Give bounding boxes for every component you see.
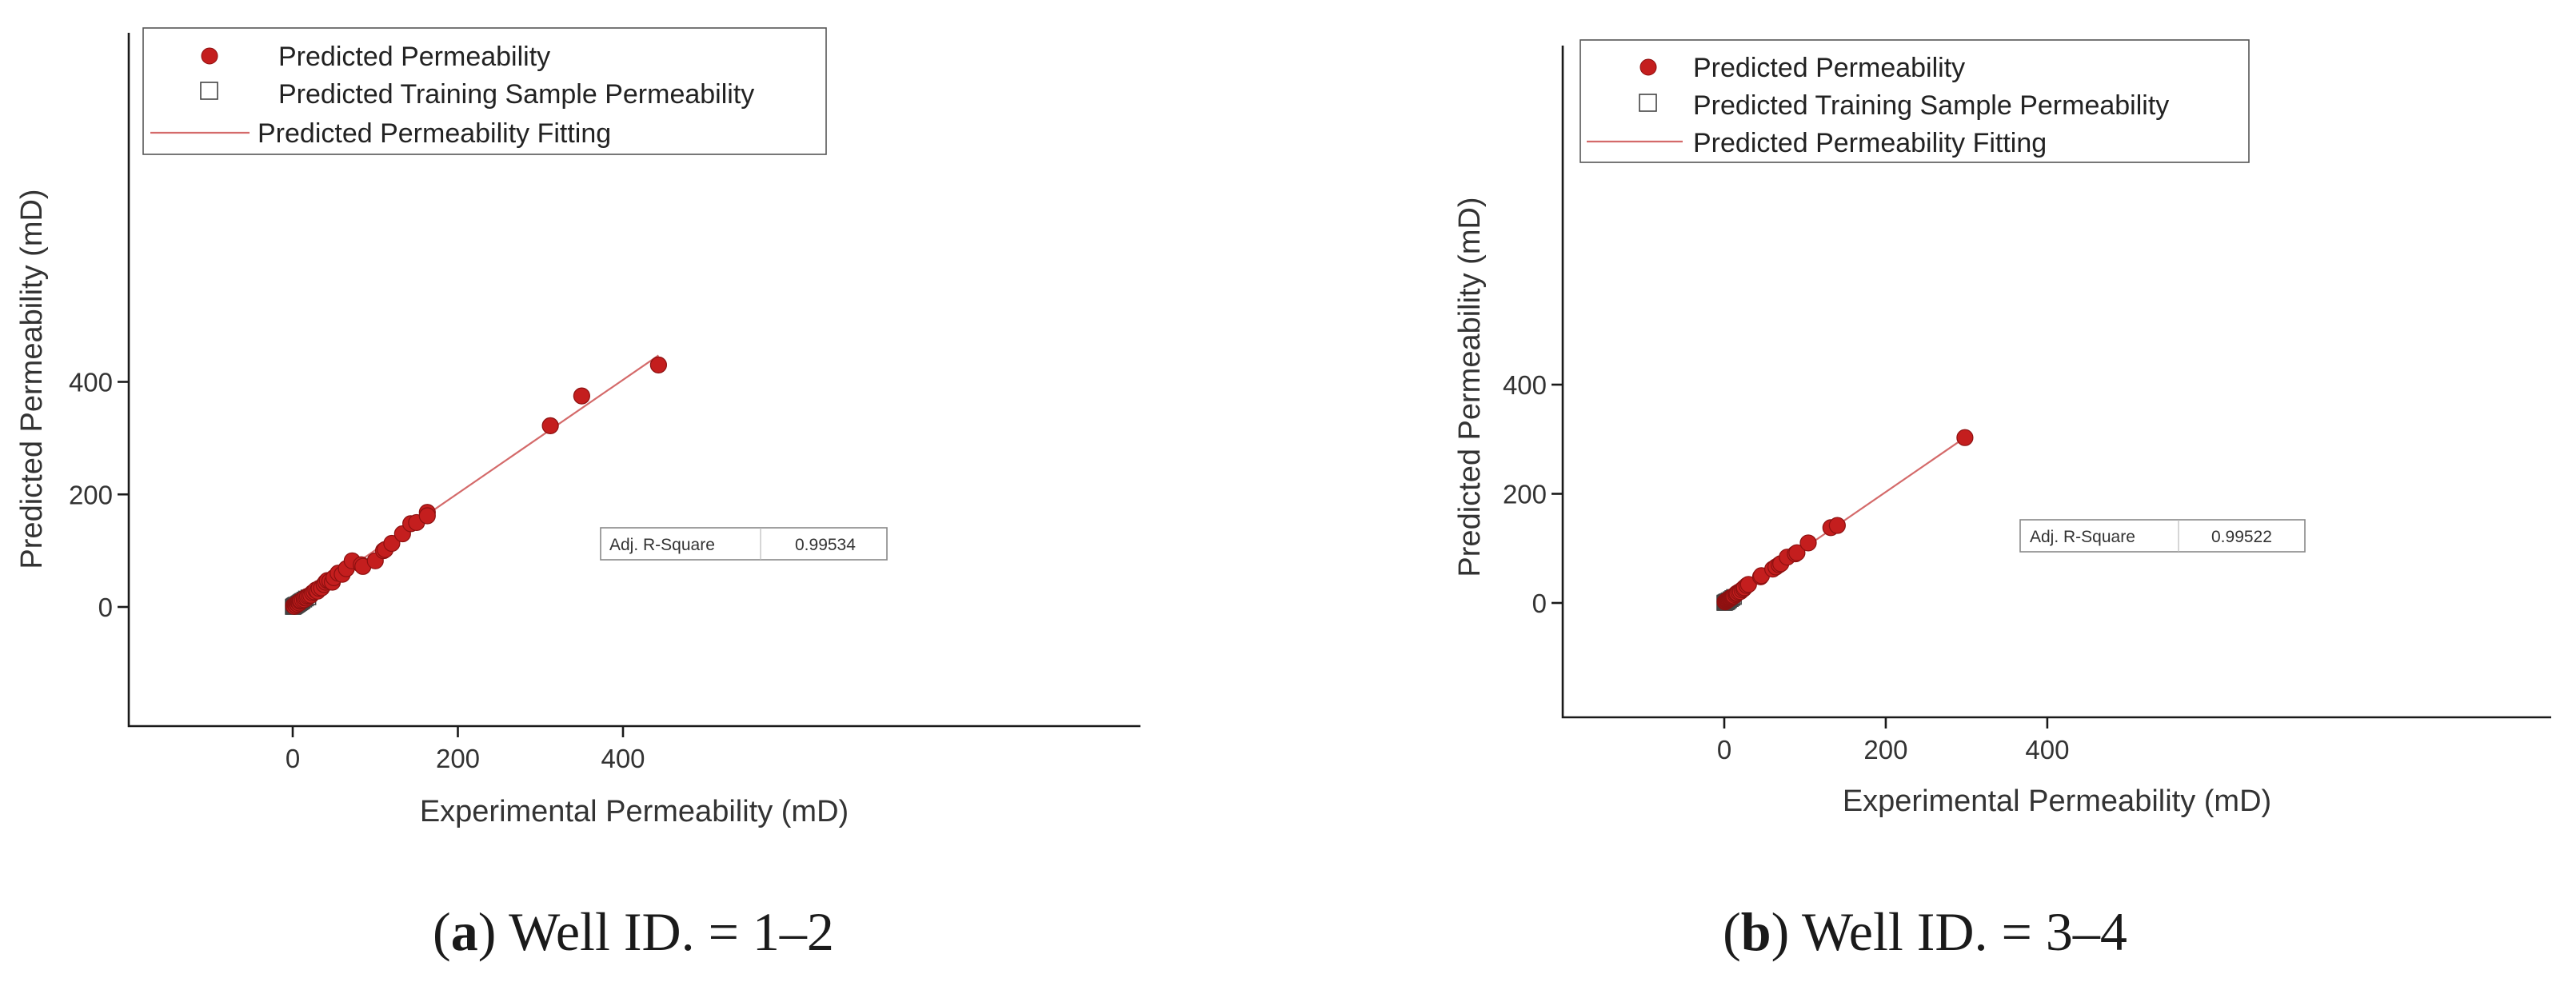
predicted-point — [1799, 534, 1817, 552]
legend-label-training: Predicted Training Sample Permeability — [1693, 90, 2169, 121]
legend-marker-square — [1639, 94, 1657, 112]
chart-b-x-tick-label: 200 — [1863, 735, 1907, 764]
chart-b-y-tick-label: 200 — [1503, 480, 1547, 509]
legend-marker-circle — [201, 47, 218, 65]
chart-b-axes — [1561, 46, 2551, 719]
chart-b-stat-value: 0.99522 — [2211, 528, 2272, 546]
predicted-point — [1739, 576, 1757, 593]
chart-b-y-axis-title: Predicted Permeability (mD) — [1453, 197, 1487, 577]
predicted-point — [573, 387, 590, 405]
chart-b-x-tick-label: 400 — [2025, 735, 2069, 764]
legend-label-fitting: Predicted Permeability Fitting — [258, 118, 611, 149]
caption-a: (a) Well ID. = 1–2 — [433, 901, 834, 962]
chart-a-legend: Predicted Permeability Predicted Trainin… — [142, 27, 827, 155]
chart-a-predicted-points — [285, 356, 667, 615]
chart-a-y-axis-title: Predicted Permeability (mD) — [15, 189, 49, 569]
chart-b-x-tick-label: 0 — [1717, 735, 1731, 764]
legend-label-training: Predicted Training Sample Permeability — [278, 79, 754, 110]
chart-b-y-tick-label: 0 — [1532, 589, 1547, 618]
predicted-point — [1956, 429, 1974, 446]
predicted-point — [1788, 544, 1806, 561]
chart-a-axes — [127, 33, 1140, 728]
legend-label-predicted: Predicted Permeability — [278, 42, 550, 72]
caption-b: (b) Well ID. = 3–4 — [1723, 901, 2127, 962]
chart-a-x-axis-title: Experimental Permeability (mD) — [420, 795, 849, 828]
chart-a-x-tick-label: 0 — [286, 744, 300, 773]
predicted-point — [383, 534, 401, 553]
chart-b: 0 200 400 0 200 400 Experimental Permeab… — [1453, 39, 2551, 818]
chart-b-stat-box: Adj. R-Square 0.99522 — [2019, 519, 2306, 553]
chart-a: 0 200 400 0 200 400 Experimental Permeab… — [15, 27, 1140, 828]
predicted-point — [418, 507, 436, 525]
legend-marker-circle — [1639, 58, 1657, 76]
predicted-point — [649, 356, 667, 373]
legend-label-fitting: Predicted Permeability Fitting — [1693, 128, 2047, 158]
chart-a-stat-label: Adj. R-Square — [609, 536, 715, 554]
chart-a-y-tick-label: 0 — [98, 593, 113, 622]
chart-a-y-tick-label: 400 — [69, 368, 113, 397]
chart-a-stat-value: 0.99534 — [795, 536, 856, 554]
chart-a-stat-box: Adj. R-Square 0.99534 — [600, 527, 888, 561]
chart-b-predicted-points — [1716, 429, 1974, 611]
chart-b-stat-label: Adj. R-Square — [2030, 528, 2135, 546]
legend-marker-square — [200, 82, 218, 100]
predicted-point — [1828, 517, 1846, 534]
chart-a-y-tick-label: 200 — [69, 480, 113, 509]
legend-label-predicted: Predicted Permeability — [1693, 53, 1965, 83]
chart-b-legend: Predicted Permeability Predicted Trainin… — [1580, 39, 2250, 163]
chart-b-y-tick-label: 400 — [1503, 370, 1547, 400]
chart-b-x-axis-title: Experimental Permeability (mD) — [1843, 784, 2271, 818]
chart-a-x-tick-label: 200 — [436, 744, 480, 773]
chart-a-x-tick-label: 400 — [601, 744, 645, 773]
predicted-point — [541, 417, 559, 434]
